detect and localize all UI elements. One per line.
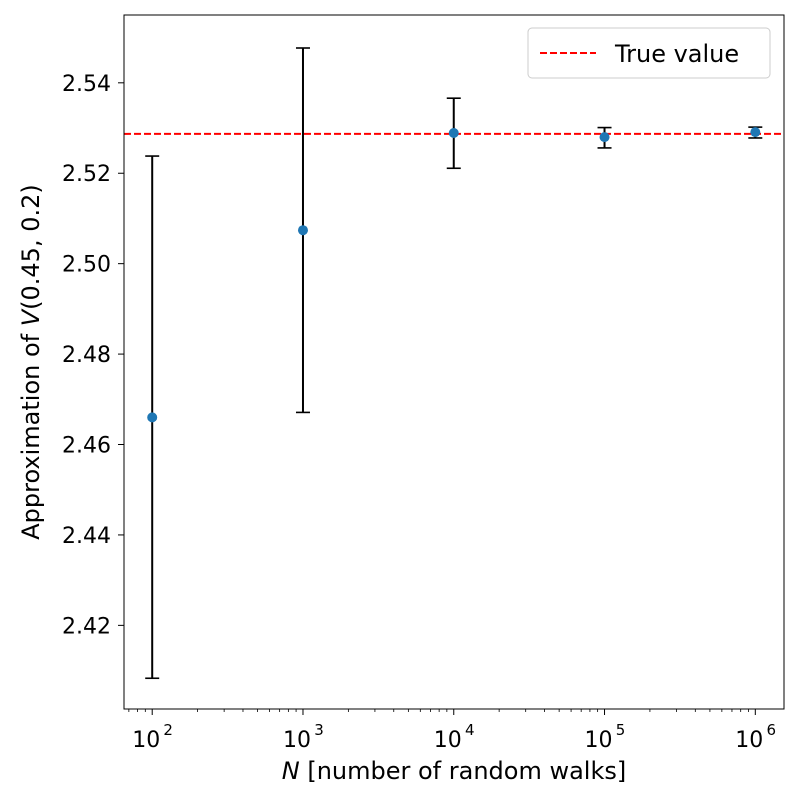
y-tick-label: 2.42	[62, 614, 111, 639]
y-tick-label: 2.54	[62, 72, 111, 97]
y-tick-label: 2.48	[62, 343, 111, 368]
legend: True value	[527, 27, 771, 79]
data-point	[448, 128, 459, 139]
x-tick-label: 10	[434, 728, 462, 753]
y-tick-label: 2.44	[62, 524, 111, 549]
x-axis: 10 2 10 3 10 4 10 5 10 6	[128, 709, 777, 753]
y-axis-label: Approximation of V(0.45, 0.2)	[17, 184, 45, 540]
y-axis: 2.42 2.44 2.46 2.48 2.50 2.52 2.54	[62, 72, 124, 639]
data-point	[750, 127, 761, 138]
x-tick-exponent: 4	[465, 721, 475, 739]
y-tick-label: 2.52	[62, 162, 111, 187]
legend-label-true-value: True value	[614, 40, 739, 68]
x-tick-label: 10	[735, 728, 763, 753]
x-tick-exponent: 3	[314, 721, 324, 739]
x-tick-label: 10	[132, 728, 160, 753]
data-point	[599, 132, 610, 143]
y-tick-label: 2.50	[62, 253, 111, 278]
data-point	[147, 412, 158, 423]
y-tick-label: 2.46	[62, 434, 111, 459]
legend-box	[527, 27, 771, 79]
x-tick-exponent: 6	[767, 721, 777, 739]
data-point	[297, 225, 308, 236]
x-tick-label: 10	[585, 728, 613, 753]
x-tick-label: 10	[283, 728, 311, 753]
x-tick-exponent: 2	[163, 721, 173, 739]
plot-area	[123, 14, 785, 710]
x-axis-label: N [number of random walks]	[282, 757, 626, 785]
x-tick-exponent: 5	[616, 721, 626, 739]
